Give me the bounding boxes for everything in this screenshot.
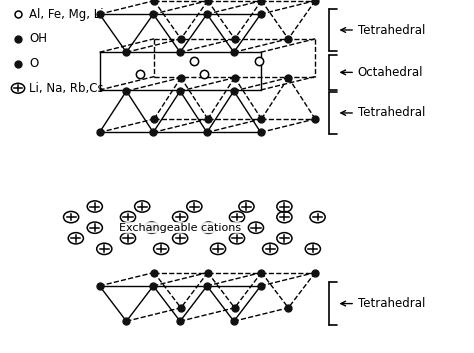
Text: Tetrahedral: Tetrahedral: [341, 297, 425, 310]
Text: Tetrahedral: Tetrahedral: [341, 24, 425, 36]
Text: Al, Fe, Mg, Li: Al, Fe, Mg, Li: [29, 8, 104, 20]
Text: Li, Na, Rb,Cs: Li, Na, Rb,Cs: [29, 82, 104, 95]
Text: Octahedral: Octahedral: [341, 66, 423, 79]
Text: O: O: [29, 57, 39, 70]
Text: Exchangeable cations: Exchangeable cations: [119, 223, 241, 233]
Text: OH: OH: [29, 32, 47, 45]
Text: Tetrahedral: Tetrahedral: [341, 107, 425, 119]
